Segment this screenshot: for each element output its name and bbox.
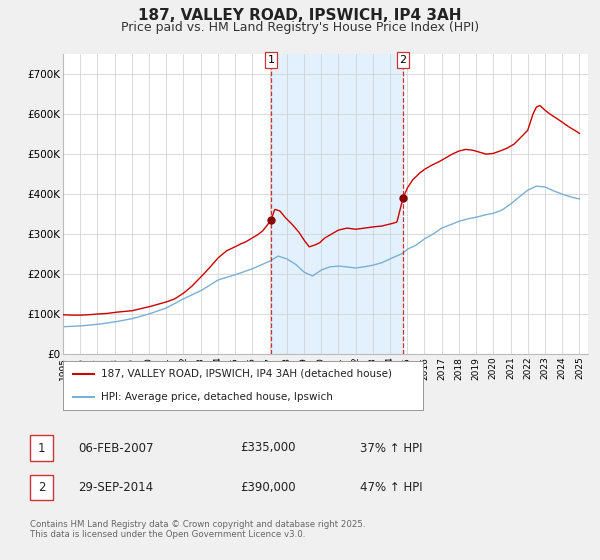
Text: £390,000: £390,000 bbox=[240, 480, 296, 494]
Text: 187, VALLEY ROAD, IPSWICH, IP4 3AH: 187, VALLEY ROAD, IPSWICH, IP4 3AH bbox=[138, 8, 462, 24]
Text: 1: 1 bbox=[38, 441, 45, 455]
Text: 2: 2 bbox=[400, 55, 407, 65]
Text: Contains HM Land Registry data © Crown copyright and database right 2025.
This d: Contains HM Land Registry data © Crown c… bbox=[30, 520, 365, 539]
Text: 2: 2 bbox=[38, 480, 45, 494]
Text: Price paid vs. HM Land Registry's House Price Index (HPI): Price paid vs. HM Land Registry's House … bbox=[121, 21, 479, 34]
Bar bbox=[271, 54, 403, 354]
Text: 37% ↑ HPI: 37% ↑ HPI bbox=[360, 441, 422, 455]
Text: HPI: Average price, detached house, Ipswich: HPI: Average price, detached house, Ipsw… bbox=[101, 391, 332, 402]
Text: 47% ↑ HPI: 47% ↑ HPI bbox=[360, 480, 422, 494]
Text: £335,000: £335,000 bbox=[240, 441, 296, 455]
Text: 1: 1 bbox=[268, 55, 275, 65]
Text: 06-FEB-2007: 06-FEB-2007 bbox=[78, 441, 154, 455]
Text: 187, VALLEY ROAD, IPSWICH, IP4 3AH (detached house): 187, VALLEY ROAD, IPSWICH, IP4 3AH (deta… bbox=[101, 369, 392, 379]
Text: 29-SEP-2014: 29-SEP-2014 bbox=[78, 480, 153, 494]
